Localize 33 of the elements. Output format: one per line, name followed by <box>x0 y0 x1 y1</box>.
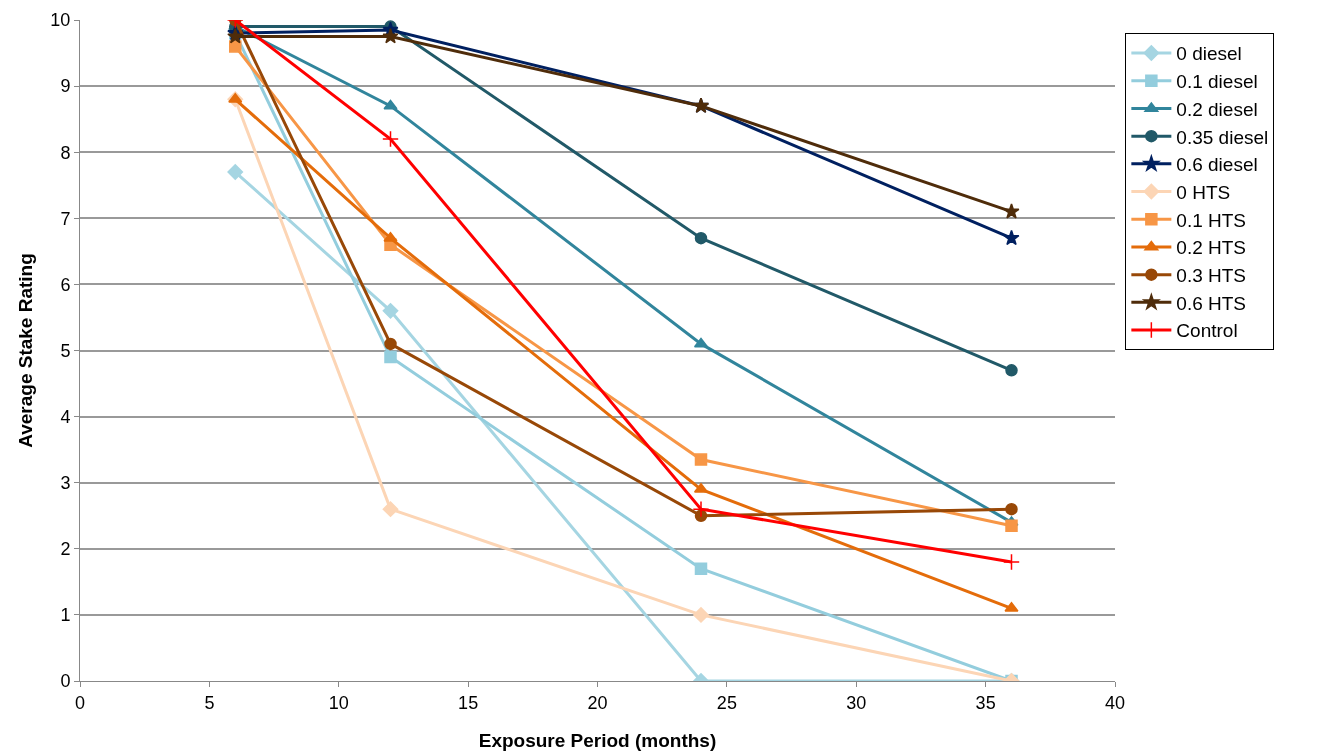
legend-label: 0.1 HTS <box>1176 209 1247 231</box>
legend-label: 0.2 diesel <box>1176 98 1258 120</box>
legend-label: 0.35 diesel <box>1176 126 1269 148</box>
y-tick-label: 6 <box>60 274 71 295</box>
y-tick-label: 8 <box>60 142 71 163</box>
y-tick-label: 0 <box>60 671 71 692</box>
x-axis-title: Exposure Period (months) <box>478 730 717 751</box>
y-tick-label: 5 <box>60 340 71 361</box>
x-tick-label: 40 <box>1104 692 1126 713</box>
legend-label: 0.2 HTS <box>1176 237 1247 259</box>
legend-label: 0 HTS <box>1176 181 1231 203</box>
x-tick-label: 25 <box>716 692 737 713</box>
y-tick-label: 3 <box>60 473 71 493</box>
x-tick-label: 5 <box>204 692 215 713</box>
y-axis-title: Average Stake Rating <box>15 253 36 448</box>
x-tick-label: 20 <box>587 692 608 713</box>
y-tick-label: 2 <box>60 539 71 560</box>
x-tick-label: 10 <box>328 692 349 713</box>
x-tick-label: 0 <box>74 692 86 713</box>
legend-label: 0.1 diesel <box>1176 71 1258 93</box>
y-tick-label: 7 <box>60 208 71 229</box>
y-tick-label: 9 <box>60 76 71 97</box>
x-tick-label: 15 <box>458 692 479 713</box>
legend-label: 0 diesel <box>1176 43 1242 65</box>
legend-label: Control <box>1176 320 1238 342</box>
legend-label: 0.3 HTS <box>1176 265 1247 287</box>
y-tick-label: 10 <box>50 10 71 31</box>
legend-label: 0.6 HTS <box>1176 292 1247 314</box>
y-tick-label: 1 <box>60 605 71 626</box>
y-tick-label: 4 <box>60 406 71 427</box>
x-tick-label: 30 <box>846 692 867 713</box>
legend-label: 0.6 diesel <box>1176 154 1258 176</box>
x-tick-label: 35 <box>975 692 996 713</box>
